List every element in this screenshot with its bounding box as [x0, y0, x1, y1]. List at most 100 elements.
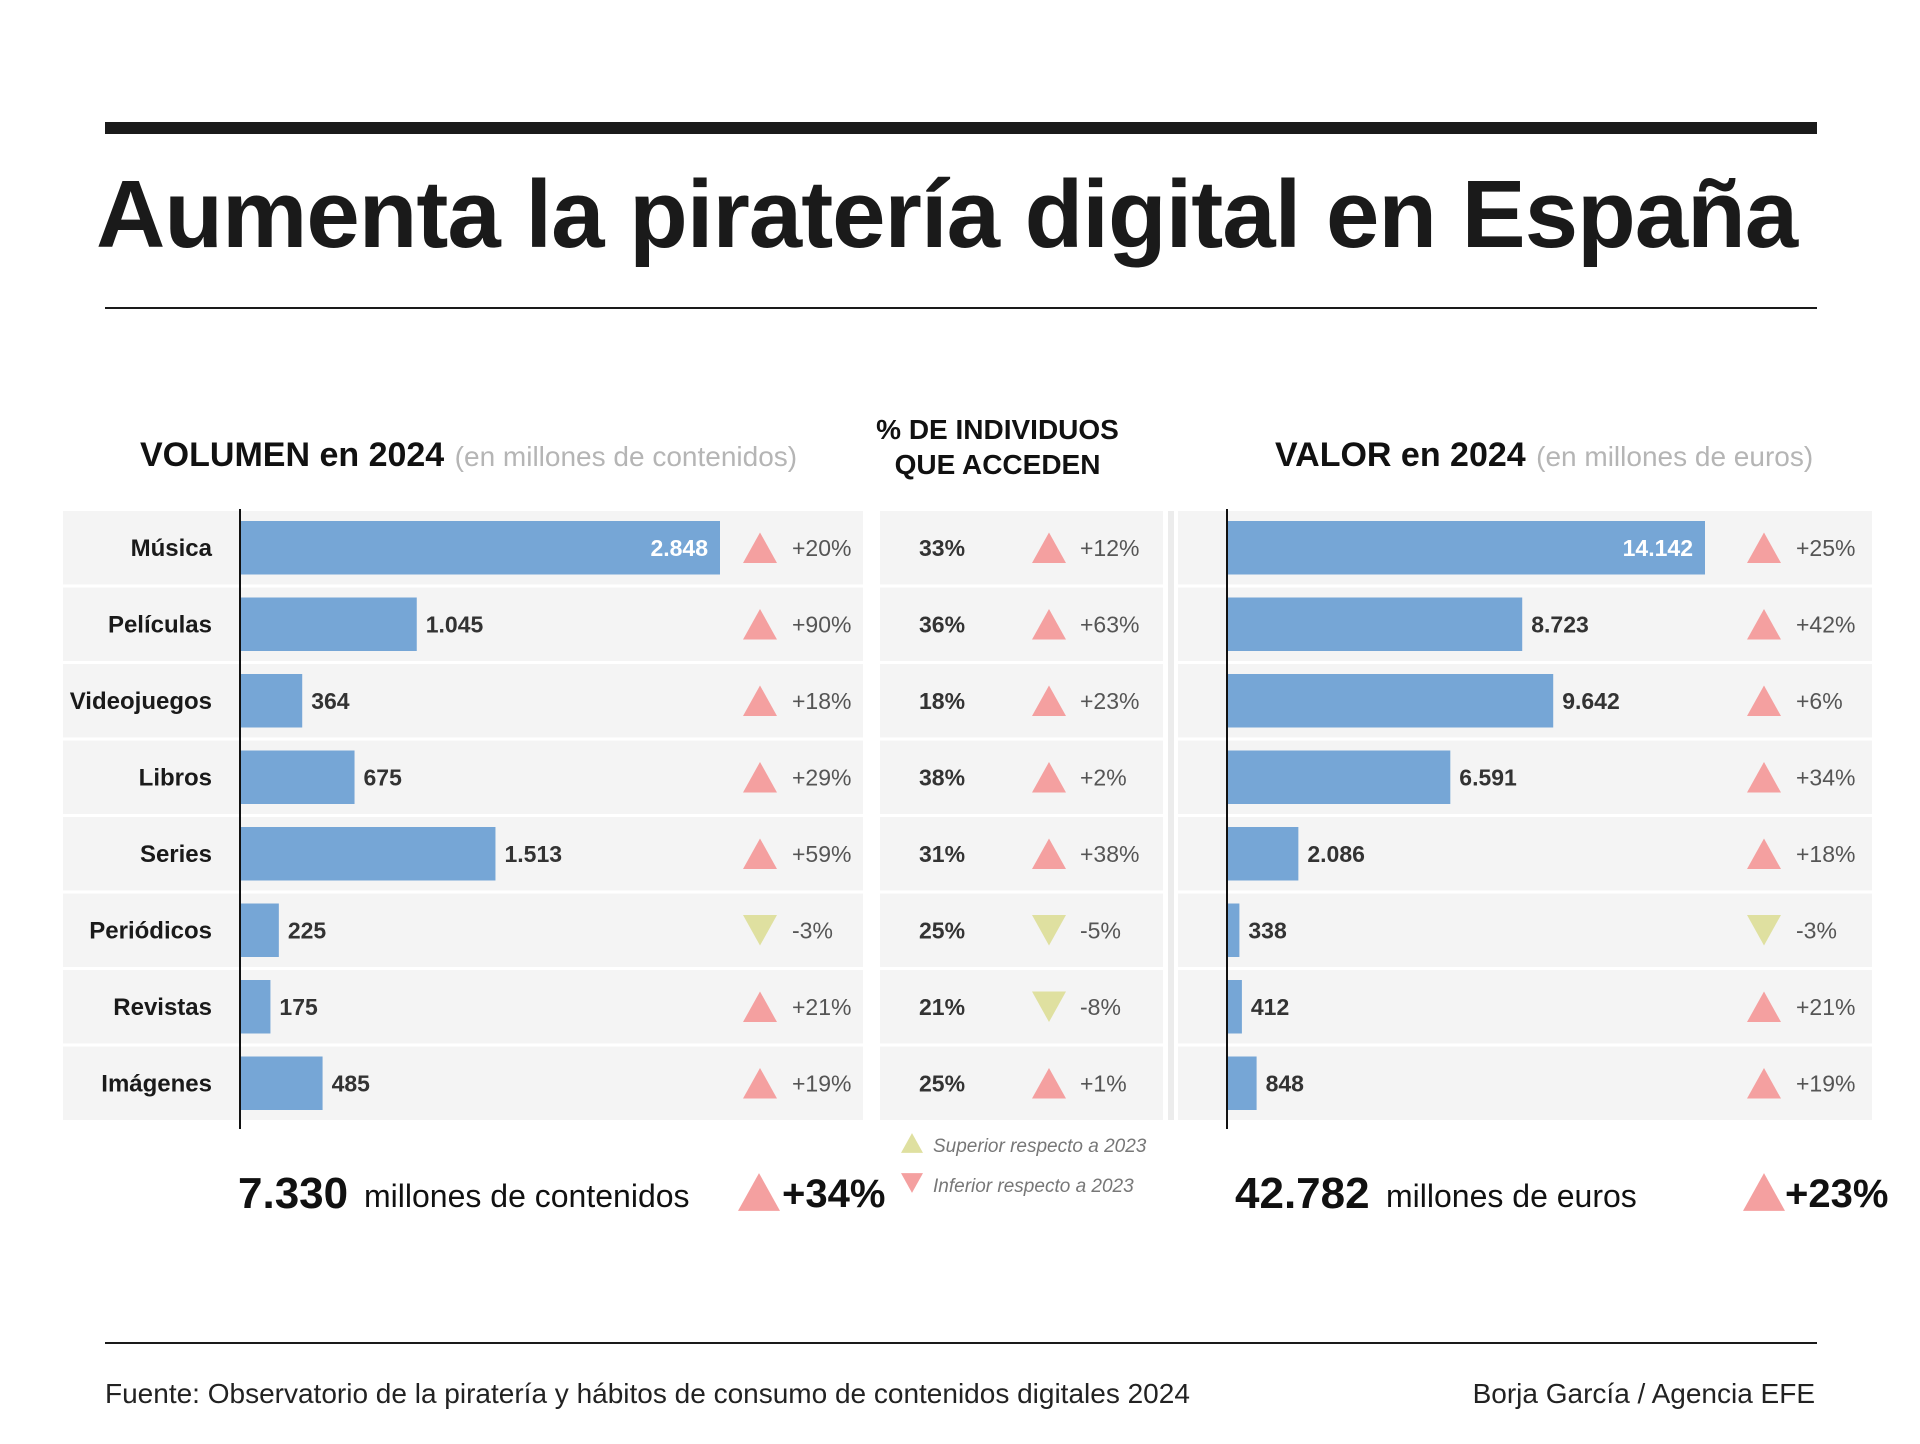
volume-bar [241, 597, 417, 651]
volume-bar [241, 521, 720, 575]
pct-row-band [880, 511, 1163, 585]
volume-value-label: 2.848 [650, 535, 708, 561]
value-value-label: 9.642 [1562, 688, 1620, 714]
pct-value: 25% [919, 1070, 965, 1096]
top-rule [105, 122, 1817, 134]
pct-value: 36% [919, 611, 965, 637]
legend-up-label: Superior respecto a 2023 [933, 1136, 1147, 1157]
up-triangle-icon [743, 532, 777, 564]
pct-title-line2: QUE ACCEDEN [894, 449, 1101, 480]
pct-row-band [880, 1046, 1163, 1120]
value-change-label: +42% [1796, 611, 1855, 637]
pct-row-band [880, 970, 1163, 1044]
value-value-label: 338 [1248, 917, 1287, 943]
legend-down-icon [901, 1173, 923, 1193]
footer-divider [105, 1342, 1817, 1344]
volume-value-label: 175 [279, 994, 318, 1020]
volume-change-label: +21% [792, 994, 851, 1020]
volume-row-band [63, 970, 863, 1044]
up-triangle-icon [743, 1067, 777, 1099]
pct-value: 31% [919, 841, 965, 867]
volume-change-label: +19% [792, 1070, 851, 1096]
value-bar [1228, 750, 1451, 804]
volume-row-band [63, 587, 863, 661]
up-triangle-icon [743, 608, 777, 640]
value-bar [1228, 980, 1242, 1034]
pct-value: 38% [919, 764, 965, 790]
pct-value: 18% [919, 688, 965, 714]
value-value-label: 848 [1266, 1070, 1305, 1096]
up-triangle-icon [1032, 838, 1066, 870]
up-triangle-icon [738, 1173, 780, 1211]
category-label: Videojuegos [70, 688, 212, 715]
up-triangle-icon [1747, 532, 1781, 564]
up-triangle-icon [743, 761, 777, 793]
up-triangle-icon [1743, 1173, 1785, 1211]
volume-bar [241, 674, 303, 728]
pct-value: 21% [919, 994, 965, 1020]
category-label: Películas [108, 611, 212, 638]
up-triangle-icon [1032, 532, 1066, 564]
value-bar [1228, 597, 1523, 651]
volume-panel-title: VOLUMEN en 2024 (en millones de contenid… [140, 436, 797, 475]
pct-row-band [880, 664, 1163, 738]
volume-row-band [63, 893, 863, 967]
footer-credit: Borja García / Agencia EFE [1472, 1378, 1815, 1409]
volume-total-text: millones de contenidos [364, 1178, 690, 1214]
pct-change-label: +2% [1080, 764, 1127, 790]
pct-change-label: +38% [1080, 841, 1139, 867]
volume-bar [241, 903, 279, 957]
value-value-label: 8.723 [1531, 611, 1589, 637]
category-label: Libros [139, 764, 212, 791]
up-triangle-icon [743, 838, 777, 870]
up-triangle-icon [1032, 761, 1066, 793]
up-triangle-icon [1747, 608, 1781, 640]
up-triangle-icon [1747, 685, 1781, 717]
volume-change-label: +29% [792, 764, 851, 790]
down-triangle-icon [1747, 914, 1781, 946]
volume-total-value: 7.330 [238, 1169, 348, 1218]
value-total-text: millones de euros [1386, 1178, 1637, 1214]
pct-value: 25% [919, 917, 965, 943]
value-total-value: 42.782 [1235, 1169, 1370, 1218]
category-label: Revistas [113, 994, 212, 1021]
pct-change-label: -8% [1080, 994, 1121, 1020]
volume-total-change: +34% [782, 1172, 885, 1216]
volume-value-label: 1.513 [504, 841, 562, 867]
value-value-label: 14.142 [1623, 535, 1693, 561]
pct-change-label: +1% [1080, 1070, 1127, 1096]
category-label: Música [131, 535, 213, 562]
up-triangle-icon [1747, 1067, 1781, 1099]
volume-row-band [63, 740, 863, 814]
value-bar [1228, 903, 1240, 957]
pct-change-label: +23% [1080, 688, 1139, 714]
footer-source: Fuente: Observatorio de la piratería y h… [105, 1378, 1190, 1409]
pct-row-band [880, 740, 1163, 814]
up-triangle-icon [1032, 608, 1066, 640]
category-label: Periódicos [89, 917, 212, 944]
value-total-change: +23% [1785, 1172, 1888, 1216]
volume-row-band [63, 1046, 863, 1120]
up-triangle-icon [1032, 685, 1066, 717]
volume-subtitle: (en millones de contenidos) [454, 441, 798, 472]
value-subtitle: (en millones de euros) [1536, 441, 1814, 472]
volume-row-band [63, 664, 863, 738]
down-triangle-icon [743, 914, 777, 946]
volume-value-label: 485 [332, 1070, 371, 1096]
volume-bar [241, 827, 496, 881]
volume-value-label: 364 [311, 688, 350, 714]
volume-bar [241, 1056, 323, 1110]
volume-value-label: 1.045 [426, 611, 484, 637]
value-bar [1228, 521, 1705, 575]
pct-title-line1: % DE INDIVIDUOS [876, 414, 1119, 445]
up-triangle-icon [1747, 838, 1781, 870]
down-triangle-icon [1032, 914, 1066, 946]
pct-row-band [880, 817, 1163, 891]
pct-row-band [880, 893, 1163, 967]
value-panel-title: VALOR en 2024 (en millones de euros) [1275, 436, 1813, 475]
value-change-label: +25% [1796, 535, 1855, 561]
volume-title: VOLUMEN en 2024 [140, 436, 445, 474]
value-bar [1228, 1056, 1257, 1110]
legend-down-label: Inferior respecto a 2023 [933, 1176, 1134, 1197]
